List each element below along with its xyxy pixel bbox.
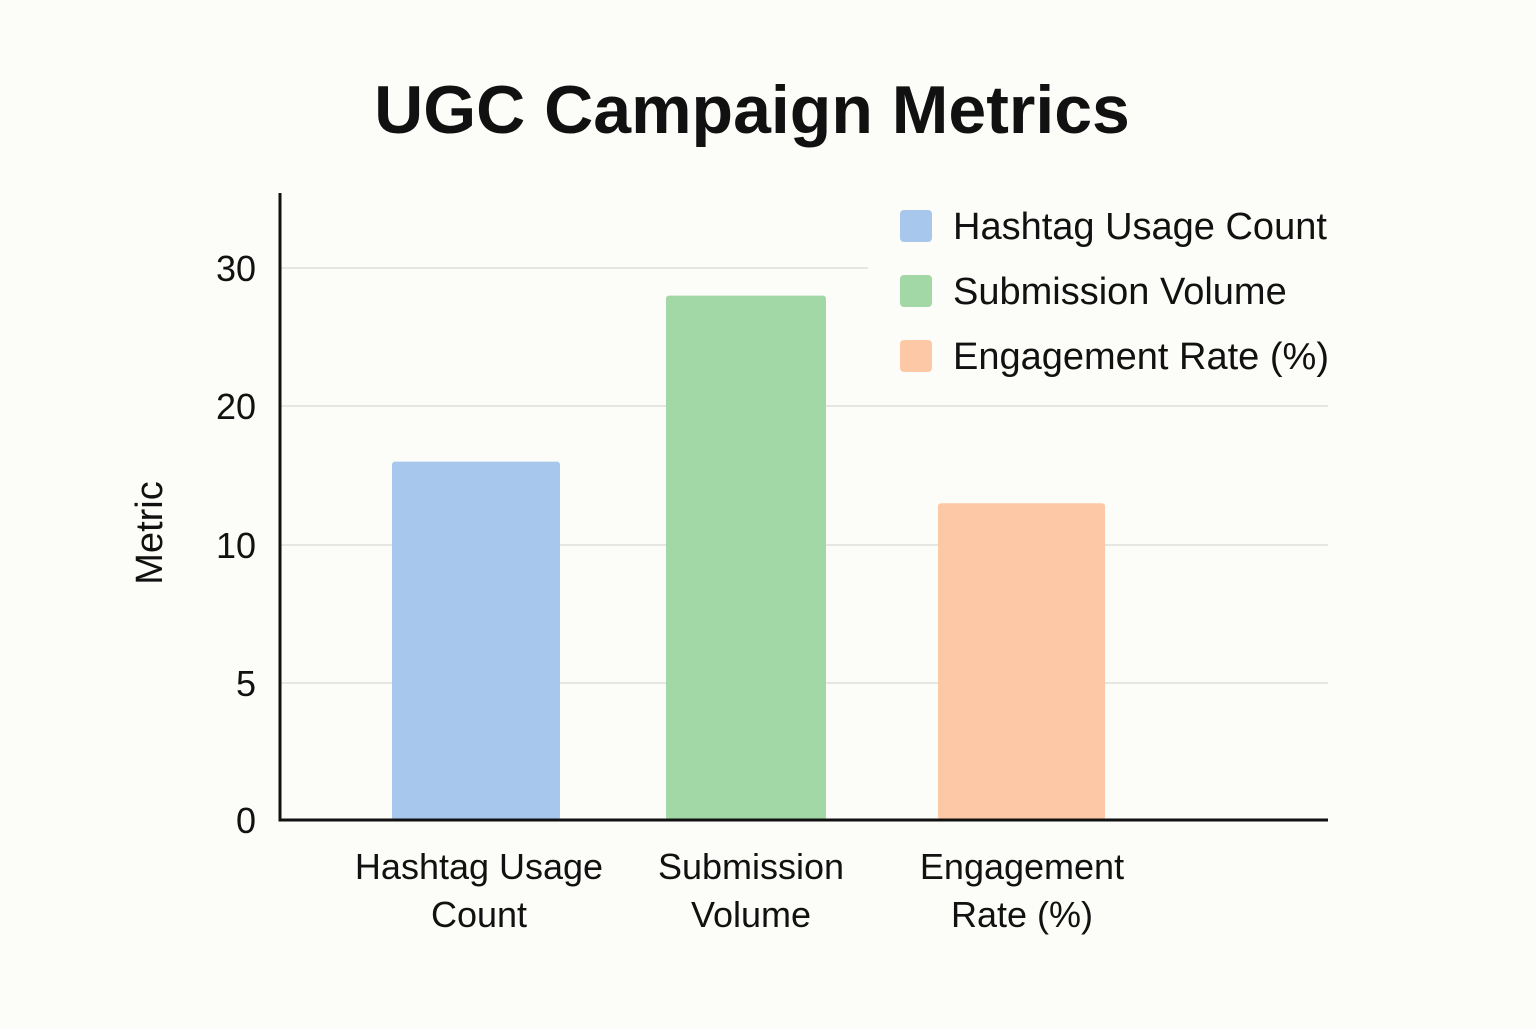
legend-swatch-0 [900,210,932,242]
bar-engagement-rate [938,503,1105,820]
x-tick-label-1-line-1: Volume [691,894,811,935]
bar-submission-volume [666,295,826,821]
legend-label-2: Engagement Rate (%) [953,336,1329,378]
x-tick-label-0-line-0: Hashtag Usage [355,846,603,887]
x-tick-labels: Hashtag Usage Count Submission Volume Engage… [355,846,1124,935]
legend-swatch-1 [900,275,932,307]
legend-swatch-2 [900,340,932,372]
y-tick-label-0: 0 [236,800,256,841]
y-tick-label-5: 5 [236,663,256,704]
legend-label-1: Submission Volume [953,271,1287,313]
legend: Hashtag Usage Count Submission Volume Enga… [900,206,1329,378]
chart-title: UGC Campaign Metrics [374,72,1130,148]
legend-label-0: Hashtag Usage Count [953,206,1327,248]
axes [278,193,1328,822]
y-tick-label-10: 10 [216,525,256,566]
y-tick-label-30: 30 [216,248,256,289]
x-tick-label-2-line-1: Rate (%) [951,894,1093,935]
bar-hashtag-usage-count [392,461,560,820]
y-tick-label-20: 20 [216,386,256,427]
y-axis-label: Metric [129,481,171,584]
x-tick-label-1-line-0: Submission [658,846,844,887]
x-tick-label-0-line-1: Count [431,894,527,935]
bars [392,295,1105,821]
y-tick-labels: 0 5 10 20 30 [216,248,256,841]
x-tick-label-2-line-0: Engagement [920,846,1124,887]
